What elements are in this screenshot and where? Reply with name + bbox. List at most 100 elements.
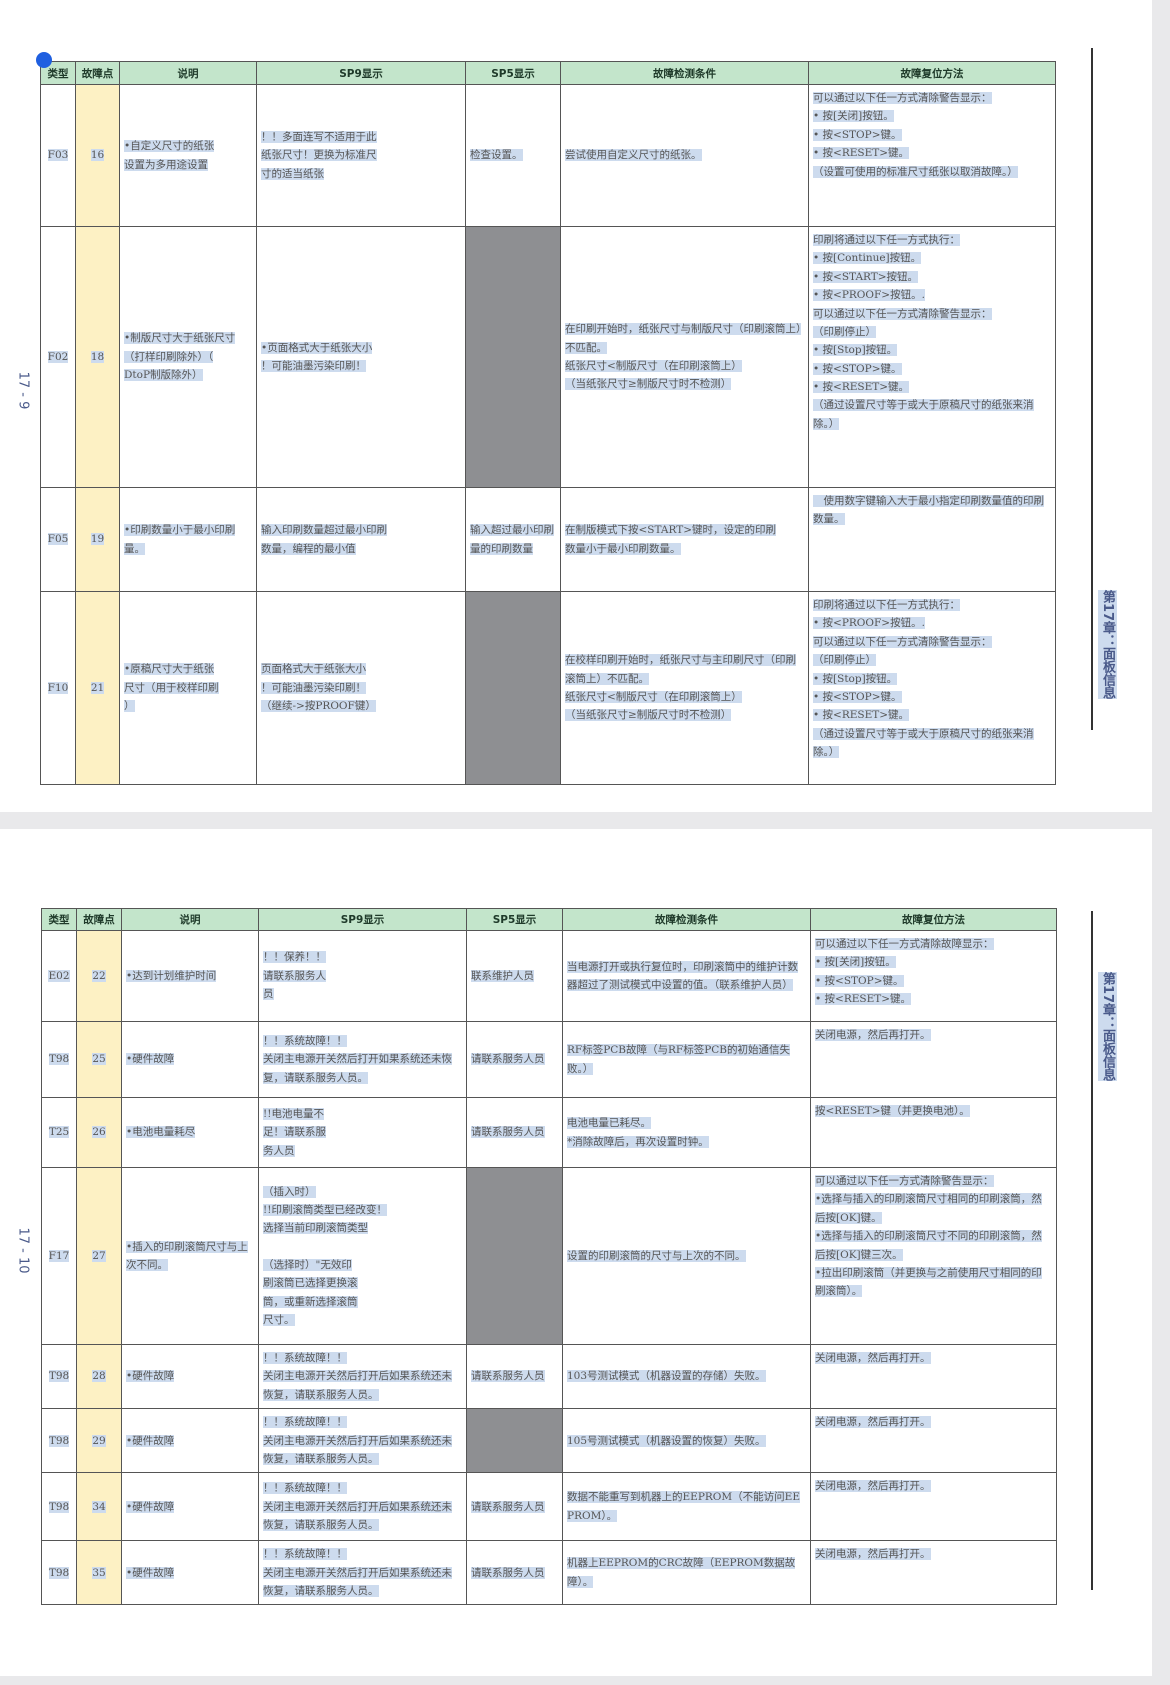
column-header-fault-point: 故障点 [75, 61, 120, 85]
column-header-sp5-display: SP5显示 [466, 908, 563, 931]
reset-method-text: 按<RESET>键（并更换电池）。 [815, 1105, 970, 1117]
fault-point-text: 26 [92, 1126, 106, 1139]
description-cell: •插入的印刷滚筒尺寸与上次不同。 [121, 1167, 259, 1345]
type-cell: F17 [41, 1167, 77, 1345]
column-header-detection-condition: 故障检测条件 [562, 908, 811, 931]
table-row: F02 18 •制版尺寸大于纸张尺寸 （打样印刷除外）（ DtoP制版除外） •页面格… [40, 226, 1056, 488]
sp9-display-cell: •页面格式大于纸张大小 ！可能油墨污染印刷！ [256, 226, 466, 488]
sp9-display-text: ！！系统故障！！ 关闭主电源开关然后打开如果系统还未恢复，请联系服务人员。 [263, 1034, 452, 1084]
sp9-display-cell: ！！多面连写不适用于此 纸张尺寸！更换为标准尺 寸的适当纸张 [256, 84, 466, 227]
reset-method-text: 可以通过以下任一方式清除警告显示： •选择与插入的印刷滚筒尺寸相同的印刷滚筒，然… [815, 1175, 1042, 1298]
reset-method-cell: 关闭电源，然后再打开。 [810, 1343, 1057, 1410]
type-text: T98 [48, 1500, 70, 1513]
type-cell: T98 [41, 1343, 77, 1410]
reset-method-cell: 印刷将通过以下任一方式执行： • 按[Continue]按钮。 • 按<STAR… [808, 226, 1056, 488]
sp9-display-cell: ！！系统故障！！ 关闭主电源开关然后打开如果系统还未恢复，请联系服务人员。 [258, 1021, 467, 1098]
sp5-display-cell [466, 1167, 563, 1345]
detection-condition-cell: 尝试使用自定义尺寸的纸张。 [560, 84, 809, 227]
chapter-divider [1091, 48, 1093, 730]
detection-condition-text: 105号测试模式（机器设置的恢复）失败。 [567, 1434, 766, 1447]
fault-table: 类型 故障点 说明 SP9显示 SP5显示 故障检测条件 故障复位方法 E02 22 •达到计划… [41, 908, 1057, 1606]
sp9-display-cell: !!电池电量不 足！请联系服 务人员 [258, 1097, 467, 1168]
sp9-display-cell: ！！系统故障！！ 关闭主电源开关然后打开后如果系统还未恢复，请联系服务人员。 [258, 1472, 467, 1542]
sp5-display-cell [465, 591, 561, 785]
type-cell: F03 [40, 84, 76, 227]
description-text: •硬件故障 [126, 1434, 175, 1447]
sp9-display-text: ！！系统故障！！ 关闭主电源开关然后打开后如果系统还未恢复，请联系服务人员。 [263, 1352, 452, 1401]
sp5-display-text: 检查设置。 [470, 149, 523, 162]
fault-point-text: 27 [92, 1249, 106, 1262]
sp5-display-cell: 请联系服务人员 [466, 1540, 563, 1606]
sp5-display-text: 联系维护人员 [471, 969, 534, 982]
sp9-display-text: !!电池电量不 足！请联系服 务人员 [263, 1107, 326, 1157]
description-cell: •硬件故障 [121, 1540, 259, 1606]
table-row: T98 35 •硬件故障 ！！系统故障！！ 关闭主电源开关然后打开后如果系统还未恢复，… [41, 1540, 1057, 1606]
description-cell: •达到计划维护时间 [121, 930, 259, 1022]
detection-condition-cell: 103号测试模式（机器设置的存储）失败。 [562, 1343, 811, 1410]
fault-point-cell: 27 [76, 1167, 122, 1345]
reset-method-cell: 可以通过以下任一方式清除警告显示： •选择与插入的印刷滚筒尺寸相同的印刷滚筒，然… [810, 1167, 1057, 1345]
fault-point-text: 25 [92, 1053, 106, 1066]
sp9-display-cell: ！！系统故障！！ 关闭主电源开关然后打开后如果系统还未恢复，请联系服务人员。 [258, 1540, 467, 1606]
detection-condition-text: 电池电量已耗尽。 *消除故障后，再次设置时钟。 [567, 1117, 709, 1148]
column-header-reset-method: 故障复位方法 [808, 61, 1056, 85]
sp5-display-text: 请联系服务人员 [471, 1053, 545, 1066]
sp5-display-cell: 请联系服务人员 [466, 1097, 563, 1168]
fault-point-text: 34 [92, 1500, 106, 1513]
fault-point-cell: 18 [75, 226, 120, 488]
detection-condition-cell: 设置的印刷滚筒的尺寸与上次的不同。 [562, 1167, 811, 1345]
table-row: T98 29 •硬件故障 ！！系统故障！！ 关闭主电源开关然后打开后如果系统还未恢复，… [41, 1408, 1057, 1474]
detection-condition-cell: 在制版模式下按<START>键时，设定的印刷 数量小于最小印刷数量。 [560, 487, 809, 592]
header-row: 类型 故障点 说明 SP9显示 SP5显示 故障检测条件 故障复位方法 [40, 61, 1056, 85]
fault-point-text: 18 [90, 350, 105, 363]
type-text: T98 [48, 1370, 70, 1383]
reset-method-cell: 关闭电源，然后再打开。 [810, 1540, 1057, 1606]
reset-method-cell: 印刷将通过以下任一方式执行： • 按<PROOF>按钮。. 可以通过以下任一方式… [808, 591, 1056, 785]
table-row: T98 34 •硬件故障 ！！系统故障！！ 关闭主电源开关然后打开后如果系统还未恢复，… [41, 1472, 1057, 1542]
column-header-type: 类型 [41, 908, 77, 931]
type-cell: T25 [41, 1097, 77, 1168]
detection-condition-cell: 105号测试模式（机器设置的恢复）失败。 [562, 1408, 811, 1474]
description-cell: •印刷数量小于最小印刷量。 [119, 487, 257, 592]
column-header-sp5-display: SP5显示 [465, 61, 561, 85]
type-cell: F10 [40, 591, 76, 785]
reset-method-text: 关闭电源，然后再打开。 [815, 1352, 931, 1364]
table-row: T25 26 •电池电量耗尽 !!电池电量不 足！请联系服 务人员 请联系服务人员 电池电… [41, 1097, 1057, 1168]
document-page-17-10: 17 - 10 第17章：面板信息 类型 故障点 说明 SP9显示 SP5显示 故障检测条… [0, 829, 1152, 1676]
type-text: T98 [48, 1566, 70, 1579]
reset-method-cell: 关闭电源，然后再打开。 [810, 1472, 1057, 1542]
type-text: T98 [48, 1434, 70, 1447]
type-text: F10 [47, 681, 69, 694]
reset-method-cell: 使用数字键输入大于最小指定印刷数量值的印刷数量。 [808, 487, 1056, 592]
description-text: •硬件故障 [126, 1370, 175, 1383]
sp5-display-text: 请联系服务人员 [471, 1566, 545, 1579]
reset-method-text: 关闭电源，然后再打开。 [815, 1029, 931, 1041]
selection-handle[interactable] [36, 52, 52, 68]
detection-condition-text: 103号测试模式（机器设置的存储）失败。 [567, 1370, 766, 1383]
type-text: T98 [48, 1053, 70, 1066]
column-header-fault-point: 故障点 [76, 908, 122, 931]
description-cell: •硬件故障 [121, 1472, 259, 1542]
sp5-display-text: 输入超过最小印刷量的印刷数量 [470, 524, 554, 555]
sp9-display-text: 页面格式大于纸张大小 ！可能油墨污染印刷！ （继续->按PROOF键） [261, 663, 376, 713]
description-cell: •原稿尺寸大于纸张 尺寸（用于校样印刷 ） [119, 591, 257, 785]
type-cell: T98 [41, 1472, 77, 1542]
table-row: F05 19 •印刷数量小于最小印刷量。 输入印刷数量超过最小印刷 数量，编程的最小值… [40, 487, 1056, 592]
sp5-display-text: 请联系服务人员 [471, 1500, 545, 1513]
detection-condition-text: 在校样印刷开始时，纸张尺寸与主印刷尺寸（印刷滚筒上）不匹配。 纸张尺寸<制版尺寸… [565, 654, 796, 722]
table-row: F03 16 •自定义尺寸的纸张 设置为多用途设置 ！！多面连写不适用于此 纸张尺寸！… [40, 84, 1056, 227]
description-text: •印刷数量小于最小印刷量。 [124, 524, 236, 555]
reset-method-text: 关闭电源，然后再打开。 [815, 1480, 931, 1493]
sp9-display-cell: ！！系统故障！！ 关闭主电源开关然后打开后如果系统还未恢复，请联系服务人员。 [258, 1343, 467, 1410]
fault-point-cell: 22 [76, 930, 122, 1022]
table-row: T98 25 •硬件故障 ！！系统故障！！ 关闭主电源开关然后打开如果系统还未恢复，请… [41, 1021, 1057, 1098]
detection-condition-cell: 机器上EEPROM的CRC故障（EEPROM数据故障）。 [562, 1540, 811, 1606]
detection-condition-text: 在印刷开始时，纸张尺寸与制版尺寸（印刷滚筒上）不匹配。 纸张尺寸<制版尺寸（在印… [565, 323, 802, 391]
column-header-description: 说明 [121, 908, 259, 931]
sp9-display-cell: ！！保养！！ 请联系服务人 员 [258, 930, 467, 1022]
detection-condition-cell: 当电源打开或执行复位时，印刷滚筒中的维护计数器超过了测试模式中设置的值。（联系维… [562, 930, 811, 1022]
fault-point-text: 21 [90, 681, 105, 694]
fault-point-cell: 21 [75, 591, 120, 785]
description-cell: •硬件故障 [121, 1408, 259, 1474]
sp5-display-cell: 检查设置。 [465, 84, 561, 227]
